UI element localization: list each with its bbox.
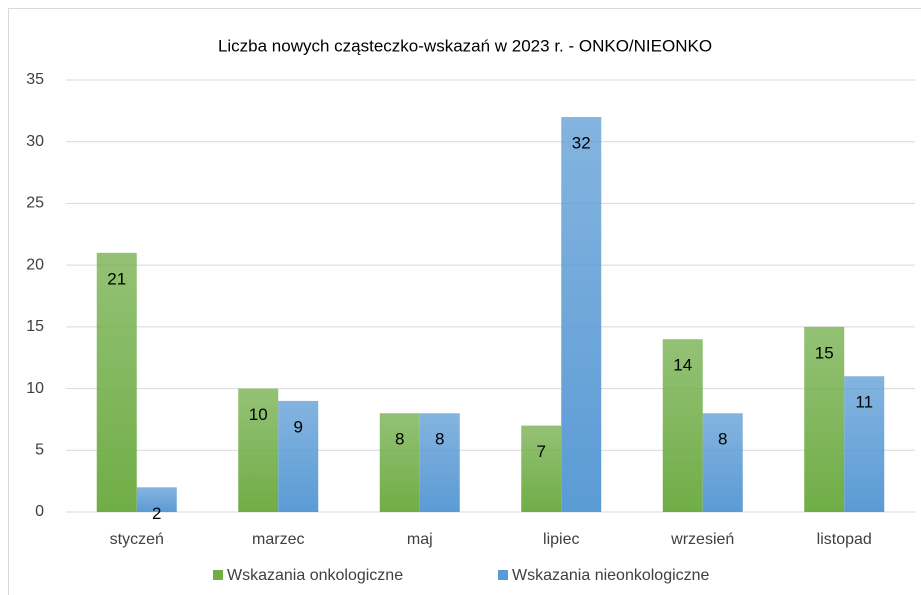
bar [419,413,460,512]
legend-label: Wskazania onkologiczne [227,567,403,584]
legend-label: Wskazania nieonkologiczne [512,567,710,584]
data-label: 15 [815,343,834,362]
data-label: 2 [152,504,161,523]
bar [96,252,137,513]
data-label: 8 [395,430,404,449]
y-tick-label: 25 [26,195,44,212]
x-tick-label: marzec [252,531,304,548]
bar [844,376,885,512]
y-tick-label: 0 [35,503,44,520]
x-tick-label: wrzesień [670,531,734,548]
data-label: 8 [435,430,444,449]
data-label: 32 [572,134,591,153]
data-label: 21 [107,269,126,288]
bar [662,339,703,512]
data-label: 11 [855,393,873,412]
chart-title: Liczba nowych cząsteczko-wskazań w 2023 … [218,36,712,55]
y-tick-label: 5 [35,442,44,459]
x-tick-label: styczeń [110,531,164,548]
legend-swatch [213,570,223,580]
bar [702,413,743,512]
y-tick-label: 10 [26,380,44,397]
data-label: 7 [537,442,546,461]
bar [136,487,177,512]
x-tick-label: lipiec [543,531,579,548]
data-label: 8 [718,430,727,449]
bar [278,400,319,512]
y-tick-label: 30 [26,133,44,150]
bar [561,117,602,513]
bar [521,425,562,512]
x-tick-label: maj [407,531,433,548]
bar [379,413,420,512]
x-tick-label: listopad [817,531,872,548]
y-tick-label: 35 [26,71,44,88]
y-tick-label: 20 [26,256,44,273]
data-label: 10 [249,405,268,424]
bar [238,388,279,512]
bar [804,326,845,512]
y-tick-label: 15 [26,318,44,335]
data-label: 14 [673,356,692,375]
data-label: 9 [294,417,303,436]
legend-swatch [498,570,508,580]
